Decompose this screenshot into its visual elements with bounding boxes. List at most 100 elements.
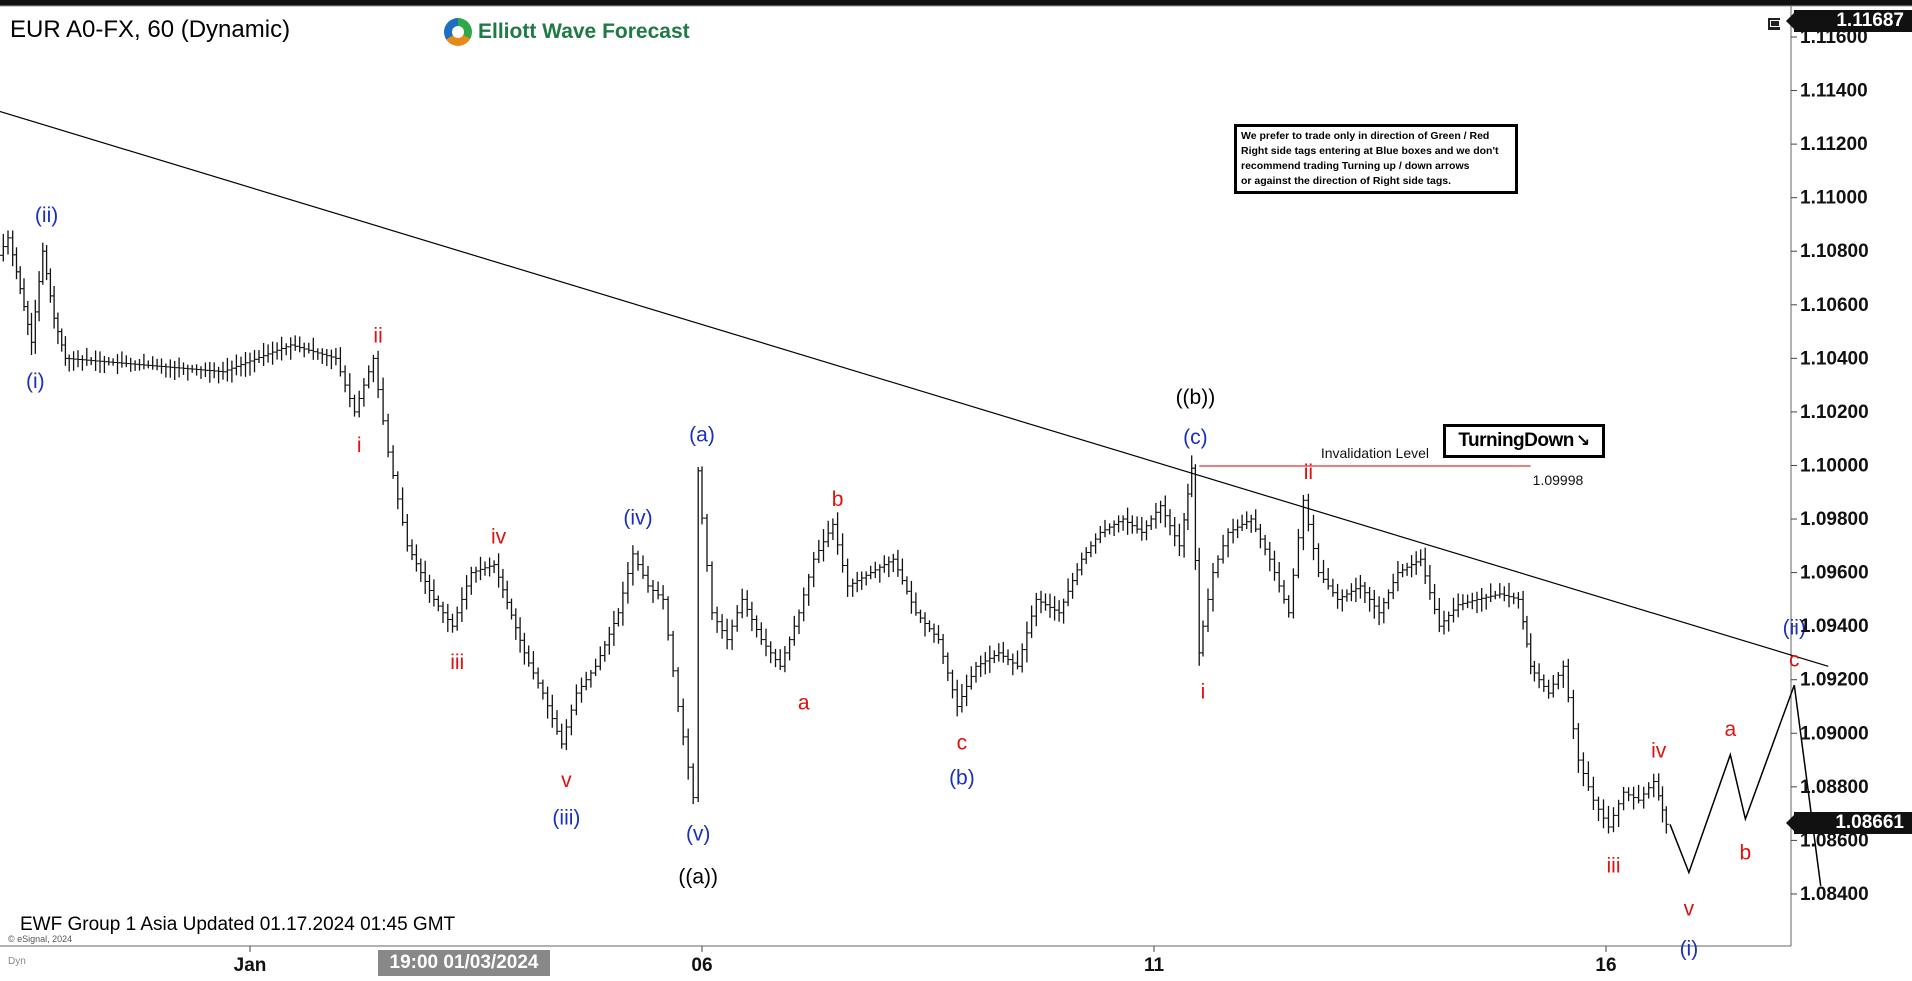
price-bar <box>1506 582 1512 608</box>
price-bar <box>695 467 701 802</box>
price-bar <box>1418 549 1424 567</box>
price-bar <box>44 245 50 281</box>
price-bar <box>630 545 636 586</box>
price-bar <box>1497 583 1503 599</box>
price-bar <box>189 364 195 373</box>
y-tick-label: 1.11200 <box>1800 134 1868 155</box>
price-bar <box>150 356 156 370</box>
price-bar <box>1038 590 1044 614</box>
price-bar <box>559 723 565 749</box>
turning-tag-label: TurningDown <box>1458 430 1574 451</box>
price-bar <box>811 551 817 588</box>
price-bar <box>1427 565 1433 600</box>
price-bar <box>159 358 164 374</box>
price-bar <box>964 674 970 707</box>
price-bar <box>895 549 901 577</box>
price-bar <box>1580 752 1586 787</box>
price-bar <box>535 667 541 689</box>
price-bar <box>1052 596 1058 621</box>
price-bar <box>1029 605 1035 638</box>
wave-label: (ii) <box>35 204 58 227</box>
price-bar <box>1565 658 1571 703</box>
price-bar <box>181 362 186 375</box>
price-bar <box>734 605 740 632</box>
invalidation-label: Invalidation Level <box>1321 445 1429 461</box>
price-bar <box>1550 675 1556 698</box>
time-axis[interactable]: Jan 06 11 16 <box>234 946 1617 976</box>
price-bar <box>859 571 865 590</box>
price-bar <box>1162 495 1168 528</box>
price-bar <box>478 556 483 581</box>
price-bar <box>1590 776 1596 810</box>
price-bar <box>84 347 90 366</box>
price-bar <box>563 719 569 751</box>
price-bar <box>1192 464 1198 570</box>
price-bar <box>1220 534 1226 564</box>
trading-notice: We prefer to trade only in direction of … <box>1234 124 1518 194</box>
price-bar <box>549 694 555 728</box>
price-bar <box>1524 615 1530 648</box>
price-bar <box>1616 799 1622 828</box>
price-bar <box>1465 594 1471 609</box>
price-bar <box>342 365 348 393</box>
price-bar <box>1321 559 1326 584</box>
price-bar <box>413 544 419 572</box>
price-bar <box>850 578 856 597</box>
brand-logo: Elliott Wave Forecast <box>444 18 690 46</box>
price-bar <box>782 646 788 673</box>
price-bar <box>987 645 993 673</box>
price-bar <box>25 300 31 336</box>
price-bar <box>211 362 217 379</box>
wave-label: (c) <box>1183 426 1208 449</box>
price-bar <box>1330 578 1336 597</box>
price-bar <box>1404 562 1410 576</box>
price-bar <box>540 679 546 700</box>
price-bar <box>252 349 257 373</box>
price-axis[interactable]: 1.11600 1.11400 1.11200 1.11000 1.10800 1.106… <box>1791 27 1869 905</box>
price-bar <box>1047 593 1053 618</box>
price-bar <box>606 626 612 655</box>
wave-label: ((b)) <box>1176 386 1216 409</box>
price-bar <box>220 361 226 380</box>
price-bar <box>868 565 874 580</box>
maximize-icon[interactable] <box>1768 18 1780 30</box>
price-bar <box>1043 593 1048 611</box>
price-bar <box>1286 595 1292 618</box>
price-bar <box>1621 787 1627 811</box>
price-bar <box>1185 483 1191 530</box>
arrow-down-right-icon: ↘ <box>1575 431 1590 450</box>
price-bar <box>665 596 671 641</box>
price-bar <box>872 561 878 578</box>
price-bar <box>137 359 142 371</box>
x-tick-label: 06 <box>691 955 712 976</box>
price-bar <box>588 670 594 688</box>
price-bar <box>1422 547 1428 584</box>
price-bar <box>66 354 72 372</box>
price-bar <box>973 662 979 683</box>
price-bar <box>1376 596 1382 626</box>
y-tick-label: 1.09600 <box>1800 563 1869 584</box>
price-bar <box>454 606 460 631</box>
price-bar <box>1520 590 1526 630</box>
price-bar <box>1570 689 1576 740</box>
price-bar <box>71 351 77 371</box>
price-bar <box>1469 592 1475 610</box>
wave-label: ((a)) <box>678 865 718 888</box>
price-bar <box>996 643 1002 662</box>
price-bar <box>1413 551 1419 575</box>
price-bar <box>487 557 493 577</box>
price-bar <box>233 354 239 376</box>
price-bar <box>409 539 415 561</box>
price-bar <box>1353 577 1359 602</box>
price-bar <box>754 615 760 638</box>
price-bar <box>194 364 200 376</box>
price-bar <box>435 595 441 612</box>
price-bar <box>418 558 424 582</box>
wave-label: b <box>832 488 844 511</box>
notice-line: We prefer to trade only in direction of … <box>1241 130 1490 142</box>
price-bar <box>945 652 951 681</box>
price-bar <box>1134 516 1140 534</box>
price-bar <box>1357 575 1363 599</box>
price-bar <box>337 347 343 377</box>
